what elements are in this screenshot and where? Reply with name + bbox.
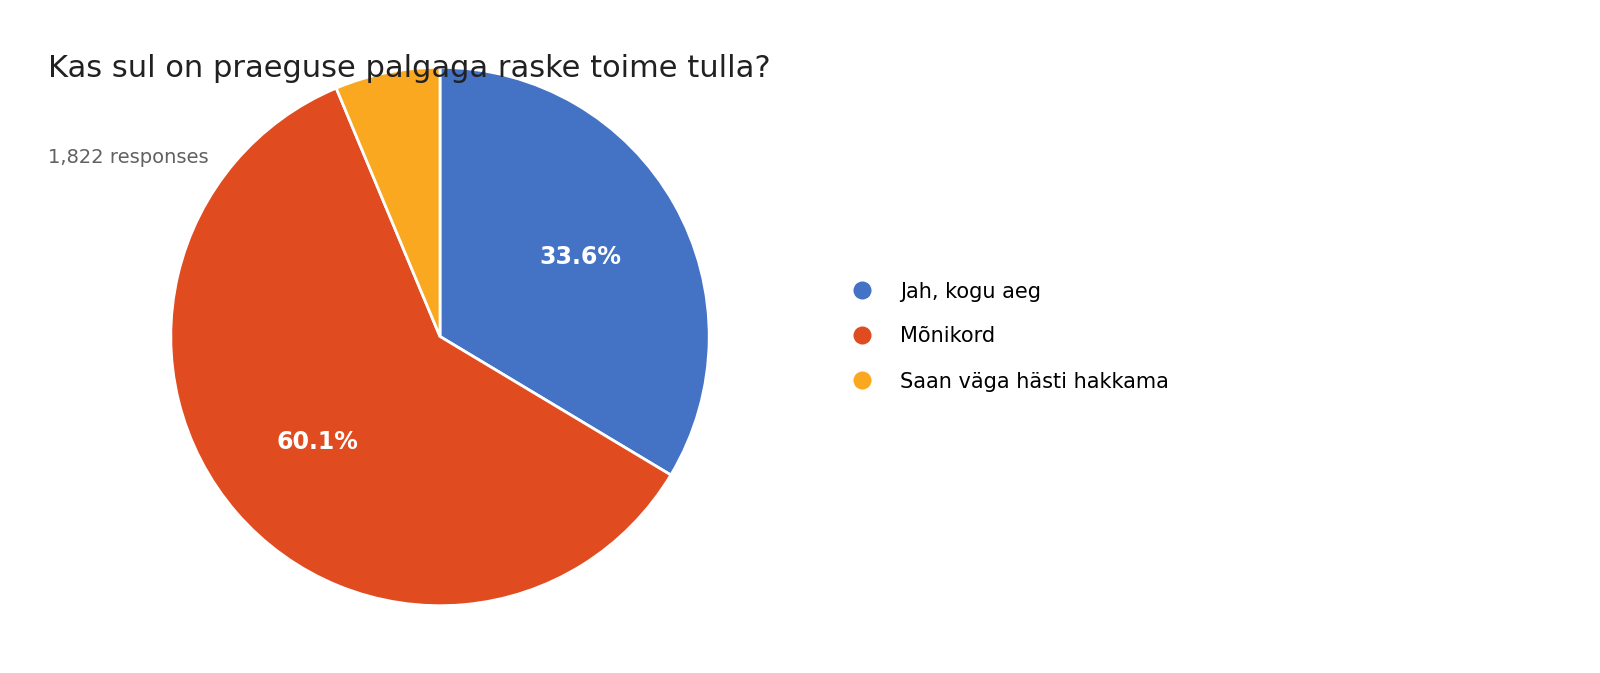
Wedge shape — [440, 67, 709, 475]
Text: 33.6%: 33.6% — [539, 245, 621, 269]
Wedge shape — [171, 88, 670, 606]
Legend: Jah, kogu aeg, Mõnikord, Saan väga hästi hakkama: Jah, kogu aeg, Mõnikord, Saan väga hästi… — [821, 260, 1189, 413]
Text: 60.1%: 60.1% — [277, 430, 358, 454]
Wedge shape — [336, 67, 440, 336]
Text: 1,822 responses: 1,822 responses — [48, 148, 208, 167]
Text: Kas sul on praeguse palgaga raske toime tulla?: Kas sul on praeguse palgaga raske toime … — [48, 54, 771, 83]
